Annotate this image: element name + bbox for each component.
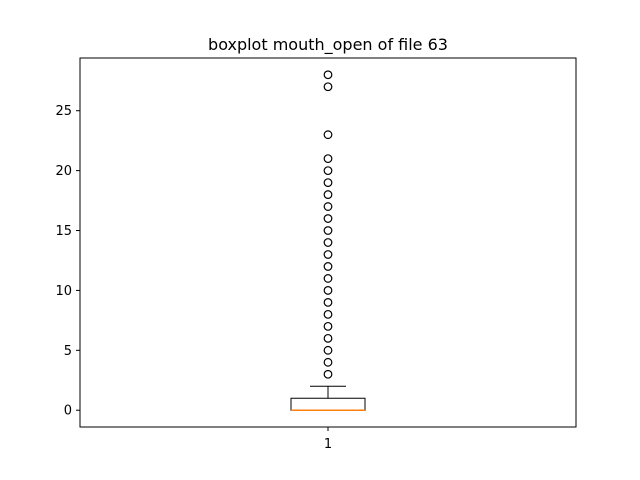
outlier-point: [323, 274, 333, 283]
outlier-point: [323, 70, 333, 80]
chart-title: boxplot mouth_open of file 63: [208, 35, 448, 55]
outlier-point: [323, 202, 333, 211]
y-tick-label: 25: [55, 104, 72, 119]
outlier-point: [323, 250, 333, 259]
y-axis: 0 5 10 15 20 25: [55, 104, 80, 419]
outlier-point: [323, 345, 333, 355]
outlier-point: [323, 178, 333, 187]
outlier-point: [323, 238, 333, 247]
outlier-point: [323, 214, 333, 223]
outlier-point: [323, 226, 333, 235]
outlier-point: [323, 333, 333, 343]
outlier-point: [323, 262, 333, 271]
outlier-point: [323, 298, 333, 307]
outlier-point: [323, 369, 333, 379]
outlier-point: [323, 130, 333, 140]
outlier-point: [323, 357, 333, 367]
y-tick-label: 10: [55, 284, 72, 299]
x-tick-label: 1: [324, 437, 332, 452]
y-tick-label: 0: [64, 404, 72, 419]
x-axis: 1: [324, 427, 332, 452]
boxplot-group: [290, 70, 366, 411]
outlier-point: [323, 286, 333, 295]
y-tick-label: 5: [64, 344, 72, 359]
outlier-point: [323, 166, 333, 176]
outlier-point: [323, 190, 333, 199]
plot-area: [79, 57, 577, 428]
outlier-point: [323, 321, 333, 331]
y-tick-label: 15: [55, 224, 72, 239]
y-tick-label: 20: [55, 164, 72, 179]
outlier-point: [323, 82, 333, 92]
outlier-point: [323, 154, 333, 164]
outlier-point: [323, 309, 333, 319]
